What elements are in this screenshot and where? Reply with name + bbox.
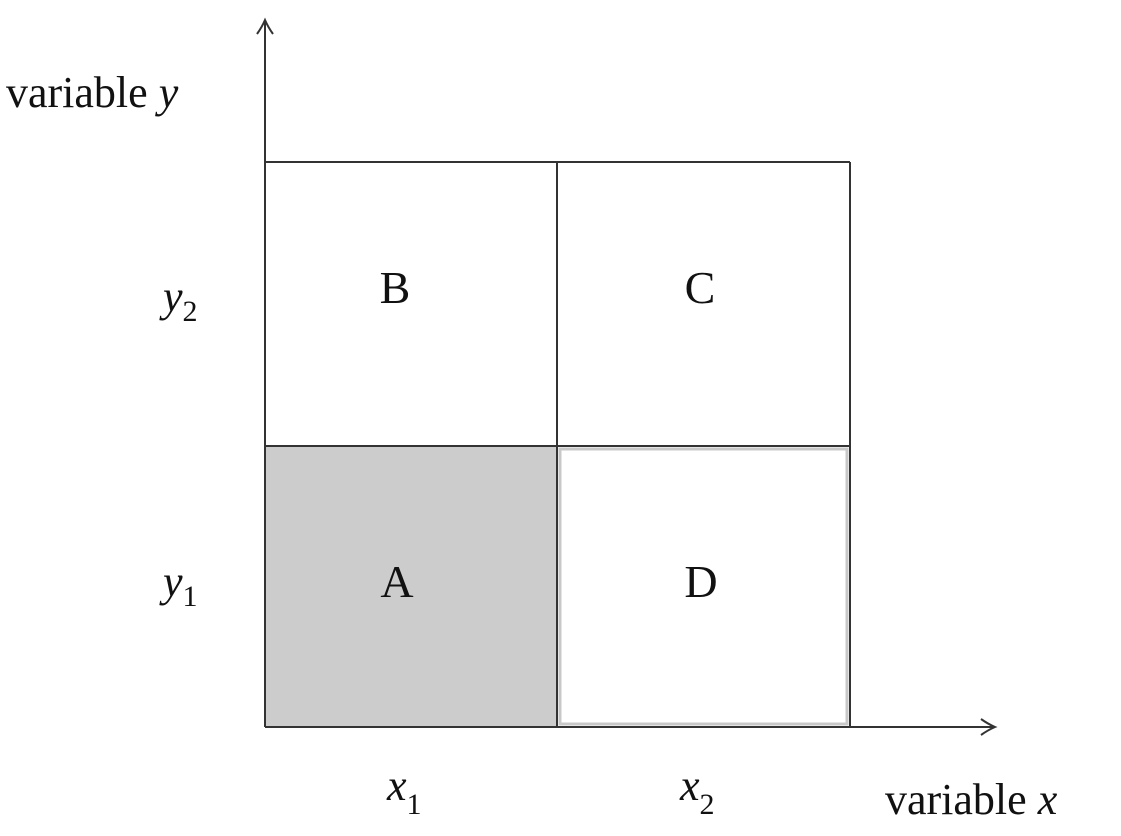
y-axis-title: variable y [6,68,179,117]
cell-a-fill [265,446,557,727]
y-tick-lower-var: y [159,557,183,606]
y-axis-arrowhead [256,17,274,35]
x-axis-title-var: x [1037,775,1058,824]
x-tick-right-sub: 2 [700,788,715,821]
y-tick-upper-sub: 2 [183,295,198,328]
grid [265,161,851,727]
x-axis-arrowhead [980,718,998,736]
y-tick-upper-var: y [159,272,183,321]
y-axis-title-var: y [155,68,179,117]
y-axis-title-word: variable [6,68,148,117]
x-tick-right: x2 [679,761,715,821]
y-tick-upper: y2 [159,272,198,328]
y-tick-lower-sub: 1 [183,580,198,613]
cell-label-b: B [380,262,411,313]
y-tick-lower: y1 [159,557,198,613]
axes [256,17,998,736]
x-tick-left-var: x [386,761,407,810]
x-axis-title: variable x [885,775,1058,824]
cell-label-d: D [684,556,717,607]
x-tick-left-sub: 1 [407,788,422,821]
x-tick-right-var: x [679,761,700,810]
cell-label-a: A [380,556,413,607]
x-axis-title-word: variable [885,775,1027,824]
x-tick-left: x1 [386,761,422,821]
cell-d-inner-border [558,447,849,726]
cell-label-c: C [685,262,716,313]
